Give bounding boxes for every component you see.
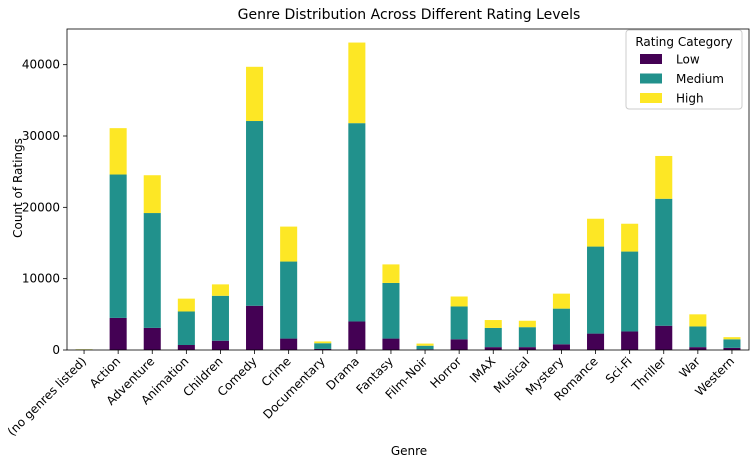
y-axis-label: Count of Ratings (11, 138, 25, 238)
bar-medium-11 (450, 306, 468, 340)
bar-medium-1 (109, 174, 127, 318)
bar-low-11 (450, 339, 468, 350)
bar-low-15 (587, 333, 605, 350)
x-tick-label-16: Sci-Fi (603, 354, 635, 386)
chart-title: Genre Distribution Across Different Rati… (238, 7, 581, 23)
bar-high-16 (621, 223, 639, 252)
x-tick-label-0: (no genres listed) (5, 354, 89, 438)
y-tick-label-0: 0 (52, 343, 60, 357)
bar-high-10 (416, 343, 434, 346)
bar-high-4 (211, 284, 229, 296)
bar-high-13 (518, 320, 536, 328)
bar-medium-4 (211, 295, 229, 341)
bar-medium-10 (416, 345, 434, 350)
bar-medium-16 (621, 251, 639, 332)
bar-medium-18 (689, 326, 707, 348)
bar-high-19 (723, 337, 741, 340)
bar-low-16 (621, 331, 639, 350)
bar-high-14 (552, 293, 570, 309)
x-tick-label-7: Documentary (260, 354, 328, 422)
y-tick-label-4: 40000 (22, 58, 60, 72)
bar-medium-14 (552, 308, 570, 345)
legend-swatch-low (640, 54, 662, 64)
bar-high-7 (314, 341, 332, 344)
bar-high-6 (280, 226, 298, 262)
legend-box (625, 29, 743, 110)
bars-layer (75, 42, 741, 350)
bar-low-9 (382, 338, 400, 350)
bar-medium-7 (314, 343, 332, 349)
bar-medium-8 (348, 123, 366, 322)
x-tick-label-12: IMAX (467, 354, 498, 385)
y-tick-label-1: 10000 (22, 272, 60, 286)
bar-high-18 (689, 314, 707, 327)
bar-medium-17 (655, 198, 673, 326)
bar-high-3 (177, 298, 195, 312)
bar-high-17 (655, 155, 673, 199)
y-tick-label-2: 20000 (22, 200, 60, 214)
bar-medium-15 (587, 246, 605, 334)
bar-low-2 (143, 327, 161, 350)
bar-high-1 (109, 128, 127, 175)
bar-low-17 (655, 325, 673, 350)
bar-high-15 (587, 218, 605, 247)
bar-high-11 (450, 296, 468, 307)
bar-medium-3 (177, 311, 195, 346)
bar-medium-2 (143, 213, 161, 328)
bar-low-12 (484, 347, 502, 350)
bar-low-6 (280, 338, 298, 350)
x-tick-label-17: Thriller (628, 354, 668, 394)
bar-medium-12 (484, 327, 502, 348)
bar-high-9 (382, 264, 400, 283)
plot-frame (66, 28, 750, 351)
bar-medium-9 (382, 282, 400, 339)
bar-high-5 (246, 66, 264, 122)
legend-swatch-high (640, 93, 662, 103)
legend: Rating Category Low Medium High (625, 29, 743, 110)
bar-high-8 (348, 42, 366, 124)
bar-low-14 (552, 344, 570, 350)
bar-high-2 (143, 175, 161, 214)
bar-low-4 (211, 340, 229, 350)
bar-low-19 (723, 347, 741, 350)
bar-low-13 (518, 347, 536, 350)
y-tick-label-3: 30000 (22, 129, 60, 143)
legend-title: Rating Category (635, 35, 732, 49)
legend-label-medium: Medium (676, 72, 724, 86)
bar-medium-19 (723, 339, 741, 348)
bar-low-18 (689, 347, 707, 350)
bar-medium-13 (518, 327, 536, 348)
bar-high-12 (484, 320, 502, 328)
bar-low-1 (109, 317, 127, 350)
bar-low-3 (177, 345, 195, 350)
bar-low-7 (314, 348, 332, 350)
bar-low-8 (348, 321, 366, 350)
legend-swatch-medium (640, 73, 662, 84)
x-axis-label: Genre (391, 444, 427, 458)
x-tick-label-18: War (677, 354, 703, 380)
legend-label-low: Low (676, 53, 700, 67)
bar-low-5 (246, 305, 264, 350)
x-tick-label-11: Horror (427, 354, 464, 391)
bar-medium-6 (280, 261, 298, 339)
legend-label-high: High (676, 92, 704, 106)
bar-medium-5 (246, 121, 264, 306)
